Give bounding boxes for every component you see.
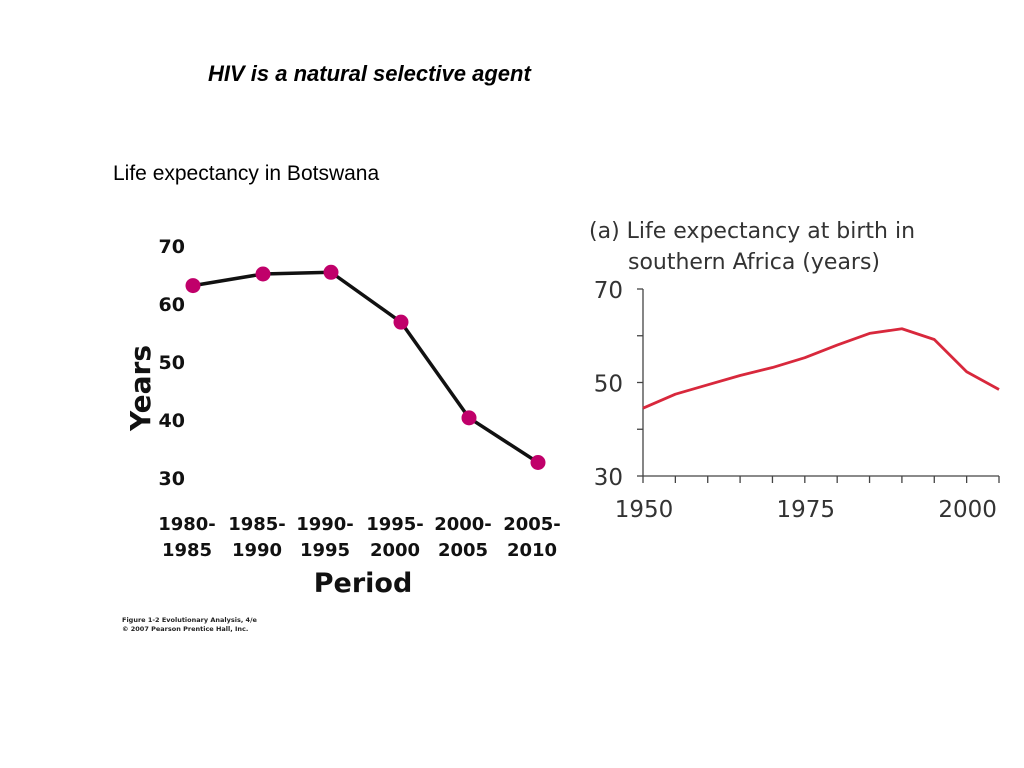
y-tick-label-1: 50	[594, 372, 623, 398]
chart-title-line-2: southern Africa (years)	[628, 250, 880, 275]
y-axis-label: Years	[124, 345, 157, 432]
x-tick-label-0: 1980-1985	[158, 514, 216, 561]
chart-title-line-1: (a) Life expectancy at birth in	[589, 219, 915, 244]
y-tick-label-0: 70	[159, 236, 185, 258]
x-tick-label-0: 1950	[615, 497, 674, 523]
x-axis-label: Period	[314, 568, 413, 599]
x-tick-label-4: 2000-2005	[434, 514, 492, 561]
x-tick-label-3: 1995-2000	[366, 514, 424, 561]
series-line	[642, 327, 1000, 410]
figure-credit-line-2: © 2007 Pearson Prentice Hall, Inc.	[122, 625, 248, 633]
x-tick-label-1: 1985-1990	[228, 514, 286, 561]
y-tick-label-2: 50	[159, 352, 185, 374]
x-tick-label-1: 1975	[777, 497, 836, 523]
x-tick-label-5: 2005-2010	[503, 514, 561, 561]
data-point-2	[323, 264, 339, 280]
y-tick-label-0: 70	[594, 278, 623, 304]
chart-subtitle: Life expectancy in Botswana	[113, 162, 380, 185]
data-point-5	[530, 455, 546, 470]
series-line	[192, 270, 539, 464]
y-tick-label-3: 40	[159, 410, 185, 432]
data-point-0	[185, 278, 201, 294]
x-tick-label-2: 2000	[938, 497, 997, 523]
slide-title: HIV is a natural selective agent	[208, 61, 531, 86]
y-tick-label-2: 30	[594, 465, 623, 491]
y-tick-label-4: 30	[159, 468, 185, 490]
figure-credit-line-1: Figure 1-2 Evolutionary Analysis, 4/e	[122, 616, 257, 624]
data-point-1	[255, 266, 271, 282]
x-tick-label-2: 1990-1995	[296, 514, 354, 561]
y-tick-label-1: 60	[159, 294, 185, 316]
data-point-4	[461, 410, 477, 426]
data-point-3	[393, 314, 409, 330]
